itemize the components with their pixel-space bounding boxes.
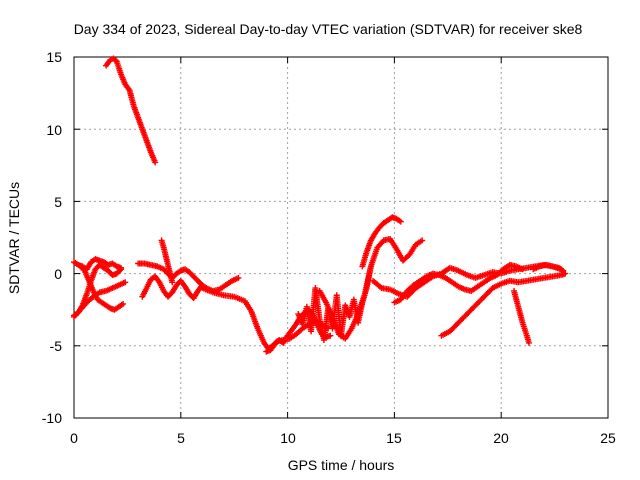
x-tick-label: 25 [600,430,616,446]
y-tick-label: 0 [54,266,62,282]
x-axis: 0 5 10 15 20 25 [70,430,616,446]
x-tick-label: 10 [280,430,296,446]
data-point [397,218,404,225]
data-point [117,266,124,273]
chart-title: Day 334 of 2023, Sidereal Day-to-day VTE… [74,21,583,37]
series-arc-18 [530,261,567,274]
series-arc-4 [77,263,127,313]
data-point [152,159,159,166]
data-point [525,339,532,346]
x-axis-label: GPS time / hours [288,457,395,473]
data-point [116,267,123,274]
plot-area-border [73,56,609,419]
y-tick-label: 10 [46,122,62,138]
data-point [419,237,426,244]
series-arc-5 [71,279,129,320]
data-point [560,267,567,274]
series-arc-12 [316,235,426,342]
x-tick-label: 20 [493,430,509,446]
data-point [122,279,129,286]
series-arc-8 [158,237,176,286]
data-point [519,266,526,273]
series-arc-17 [511,287,532,346]
y-axis-label: SDTVAR / TECUs [6,182,22,294]
series-arc-16 [438,270,569,339]
data-series [71,55,569,355]
x-tick-label: 15 [386,430,402,446]
data-point [169,279,176,286]
y-tick-label: -5 [50,338,63,354]
series-arc-15 [391,261,526,306]
y-axis: -10 -5 0 5 10 15 [42,49,62,426]
data-point [327,332,334,339]
y-tick-label: 5 [54,194,62,210]
data-point [235,274,242,281]
x-tick-label: 5 [177,430,185,446]
y-tick-label: 15 [46,49,62,65]
y-tick-label: -10 [42,410,62,426]
data-point [120,300,127,307]
x-tick-label: 0 [70,430,78,446]
series-arc-7 [139,273,206,302]
series-arc-1 [103,55,159,166]
grid-lines [73,56,609,419]
series-arc-13 [359,214,404,270]
